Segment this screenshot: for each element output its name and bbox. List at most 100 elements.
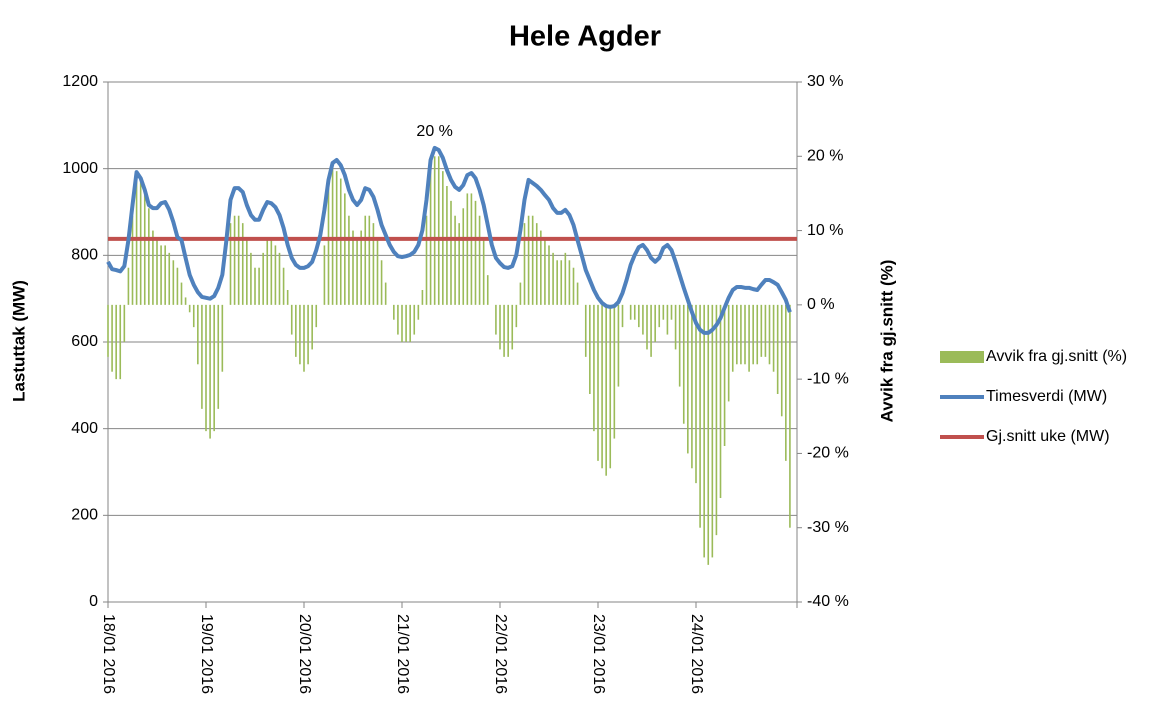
bar bbox=[486, 275, 489, 305]
bar bbox=[560, 260, 563, 305]
bar bbox=[380, 260, 383, 305]
bar bbox=[348, 215, 350, 305]
bar bbox=[270, 238, 273, 305]
bar bbox=[764, 304, 767, 357]
bar bbox=[621, 304, 624, 328]
bar bbox=[466, 193, 469, 305]
bar bbox=[160, 245, 162, 305]
bar bbox=[401, 304, 403, 342]
bar bbox=[250, 252, 252, 305]
bar bbox=[376, 238, 379, 305]
bar bbox=[470, 193, 473, 305]
bar bbox=[548, 245, 550, 305]
bar bbox=[568, 260, 571, 305]
bar bbox=[454, 215, 456, 305]
bar bbox=[666, 304, 669, 335]
bar bbox=[613, 304, 616, 439]
bar bbox=[393, 304, 395, 320]
y-tick-label: 1000 bbox=[62, 160, 98, 177]
bar bbox=[127, 267, 130, 305]
bar bbox=[139, 178, 142, 305]
bar bbox=[433, 156, 436, 305]
bar bbox=[123, 304, 126, 342]
bar bbox=[303, 304, 305, 372]
bar bbox=[405, 304, 407, 342]
bar bbox=[601, 304, 603, 469]
bar bbox=[515, 304, 518, 328]
y2-tick-label: 10 % bbox=[807, 222, 843, 239]
bar bbox=[115, 304, 117, 380]
bar bbox=[695, 304, 697, 484]
bar bbox=[691, 304, 693, 469]
bar bbox=[384, 282, 387, 305]
bar bbox=[282, 267, 285, 305]
bar bbox=[629, 304, 632, 320]
bar bbox=[780, 304, 783, 417]
bar bbox=[605, 304, 607, 476]
bar bbox=[633, 304, 636, 320]
bar bbox=[523, 223, 526, 305]
bar bbox=[736, 304, 738, 365]
bar bbox=[499, 304, 501, 350]
bar bbox=[540, 230, 542, 305]
bar bbox=[727, 304, 730, 402]
bar bbox=[756, 304, 759, 365]
bar bbox=[372, 223, 375, 305]
data-label: 20 % bbox=[416, 123, 452, 140]
bar bbox=[344, 193, 346, 305]
bar bbox=[744, 304, 746, 365]
bar bbox=[164, 245, 166, 305]
bar bbox=[172, 260, 175, 305]
bar bbox=[221, 304, 224, 372]
bar bbox=[119, 304, 122, 380]
bar bbox=[723, 304, 726, 446]
bar bbox=[311, 304, 313, 350]
bar bbox=[699, 304, 701, 528]
bar bbox=[458, 223, 460, 305]
bar bbox=[642, 304, 644, 335]
bar bbox=[290, 304, 293, 335]
bar bbox=[356, 238, 358, 305]
bar bbox=[368, 215, 371, 305]
bar bbox=[482, 238, 485, 305]
bar bbox=[715, 304, 718, 536]
bar bbox=[413, 304, 416, 335]
bar bbox=[576, 282, 579, 305]
y-tick-label: 400 bbox=[71, 420, 98, 437]
bar bbox=[327, 186, 330, 305]
y2-tick-label: -40 % bbox=[807, 593, 849, 610]
x-tick-label: 21/01 2016 bbox=[394, 614, 411, 694]
x-tick-label: 23/01 2016 bbox=[590, 614, 607, 694]
bar bbox=[752, 304, 754, 365]
bar bbox=[556, 260, 558, 305]
bar bbox=[572, 267, 575, 305]
bar bbox=[152, 230, 154, 305]
bar bbox=[188, 304, 191, 313]
bar bbox=[731, 304, 734, 372]
bar bbox=[446, 186, 448, 305]
bar bbox=[511, 304, 514, 350]
bar bbox=[462, 208, 465, 305]
bar bbox=[584, 304, 587, 357]
bar bbox=[180, 282, 183, 305]
bar bbox=[143, 193, 146, 305]
bar bbox=[205, 304, 207, 432]
bar bbox=[662, 304, 665, 320]
bar bbox=[740, 304, 742, 365]
bar bbox=[495, 304, 497, 335]
bar bbox=[711, 304, 714, 558]
bar bbox=[213, 304, 215, 432]
bar bbox=[564, 252, 567, 305]
bar bbox=[772, 304, 775, 372]
legend-label: Gj.snitt uke (MW) bbox=[986, 428, 1110, 445]
y-axis-title: Lastuttak (MW) bbox=[9, 280, 28, 402]
bar bbox=[266, 238, 269, 305]
bar bbox=[315, 304, 318, 328]
bar bbox=[339, 178, 342, 305]
y2-tick-label: -20 % bbox=[807, 445, 849, 462]
y-tick-label: 200 bbox=[71, 507, 98, 524]
bar bbox=[364, 215, 367, 305]
bar bbox=[184, 297, 187, 305]
bar bbox=[307, 304, 309, 365]
